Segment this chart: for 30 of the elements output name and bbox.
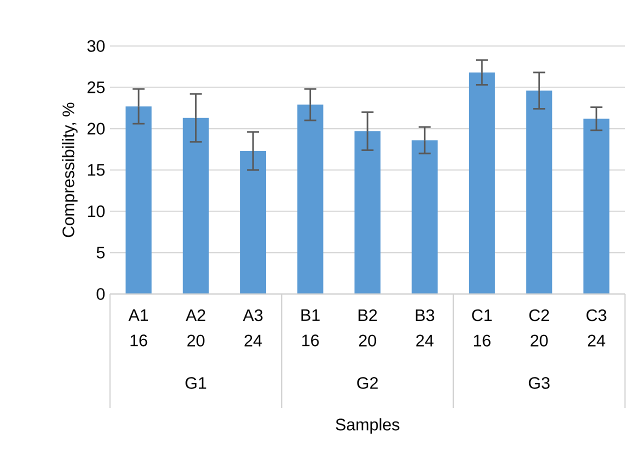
x-tick-label: A2 20 bbox=[186, 309, 206, 346]
y-tick-label: 30 bbox=[87, 40, 105, 52]
y-tick-label: 25 bbox=[88, 81, 105, 94]
x-tick-label: A1 16 bbox=[128, 309, 148, 346]
x-tick-label: B2 20 bbox=[358, 309, 377, 346]
x-tick-label: C2 20 bbox=[529, 309, 549, 346]
y-tick-label: 5 bbox=[96, 246, 105, 258]
bar bbox=[526, 90, 552, 294]
y-axis-title: Compressibility, % bbox=[62, 102, 78, 238]
y-tick-label: 0 bbox=[96, 288, 105, 300]
y-tick-label: 15 bbox=[88, 164, 105, 176]
bar bbox=[354, 131, 380, 294]
y-tick-label: 20 bbox=[88, 122, 105, 135]
x-axis-title: Samples bbox=[336, 418, 400, 434]
x-tick-label: C1 16 bbox=[472, 309, 492, 346]
bar bbox=[583, 118, 610, 294]
bar bbox=[126, 106, 152, 294]
bar bbox=[412, 140, 438, 294]
bar bbox=[468, 72, 495, 294]
bar bbox=[297, 104, 324, 294]
y-tick-label: 10 bbox=[88, 205, 105, 218]
x-tick-label: B3 24 bbox=[416, 309, 434, 346]
bar bbox=[240, 150, 266, 294]
text: G2 bbox=[357, 377, 378, 389]
x-tick-label: A3 24 bbox=[242, 309, 263, 346]
x-tick-label: B1 16 bbox=[301, 309, 320, 346]
x-tick-label: C3 24 bbox=[586, 309, 606, 346]
text: G3 bbox=[528, 377, 550, 389]
bar bbox=[182, 118, 209, 294]
text: G1 bbox=[186, 377, 206, 389]
